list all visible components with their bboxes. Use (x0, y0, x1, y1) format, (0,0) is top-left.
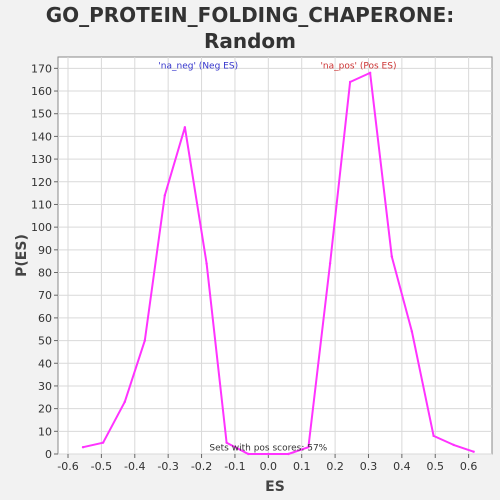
data-point (432, 434, 435, 438)
y-tick-label: 170 (31, 62, 52, 75)
x-tick-label: -0.2 (191, 460, 212, 473)
data-point (452, 443, 455, 447)
y-tick-label: 60 (38, 312, 52, 325)
x-axis: -0.6 -0.5 -0.4 -0.3 -0.2 -0.1 0.0 0.1 0.2 0.3 0.4 0… (57, 454, 477, 473)
y-tick-label: 20 (38, 403, 52, 416)
x-tick-label: 0.3 (360, 460, 378, 473)
y-tick-label: 90 (38, 244, 52, 257)
x-tick-label: 0.0 (260, 460, 278, 473)
y-tick-label: 50 (38, 335, 52, 348)
y-tick-label: 120 (31, 176, 52, 189)
annotation-label: 'na_pos' (Pos ES) (320, 61, 396, 71)
x-tick-label: -0.1 (224, 460, 245, 473)
y-tick-label: 130 (31, 153, 52, 166)
annotation-label: Sets with pos scores: 57% (209, 444, 327, 454)
x-tick-label: 0.4 (393, 460, 411, 473)
data-point (348, 80, 352, 84)
data-point (81, 445, 85, 449)
grid-lines (58, 57, 492, 455)
y-tick-label: 70 (38, 289, 52, 302)
data-point (123, 400, 126, 404)
series-line (82, 71, 474, 455)
annotation-label: 'na_neg' (Neg ES) (158, 61, 238, 71)
y-tick-label: 150 (31, 108, 52, 121)
x-tick-label: -0.4 (124, 460, 145, 473)
data-point (267, 452, 270, 456)
y-tick-label: 110 (31, 198, 52, 211)
data-point (205, 262, 208, 265)
data-point (472, 450, 475, 453)
data-point (143, 339, 146, 342)
y-tick-label: 40 (38, 357, 52, 370)
x-tick-label: 0.1 (293, 460, 311, 473)
data-point (368, 71, 372, 75)
data-point (183, 126, 187, 129)
data-point (328, 262, 332, 265)
data-point (390, 255, 394, 258)
y-tick-label: 140 (31, 130, 52, 143)
y-tick-label: 80 (38, 267, 52, 280)
data-point (410, 330, 414, 333)
data-point (287, 452, 290, 456)
y-axis: 0 10 20 30 40 50 60 70 80 90 100 110 120 130 140 150 160… (31, 62, 58, 461)
y-tick-label: 10 (38, 425, 52, 438)
x-tick-label: 0.2 (326, 460, 344, 473)
y-tick-label: 30 (38, 380, 52, 393)
chart-title-line-1: GO_PROTEIN_FOLDING_CHAPERONE: Random (45, 3, 455, 53)
x-tick-label: -0.5 (91, 460, 112, 473)
x-tick-label: 0.6 (460, 460, 478, 473)
x-axis-title: ES (265, 479, 285, 495)
y-tick-label: 160 (31, 85, 52, 98)
data-point (101, 441, 105, 444)
data-point (307, 445, 310, 449)
plot-area (57, 56, 493, 455)
data-point (225, 441, 228, 444)
series-group (81, 71, 475, 456)
y-tick-label: 100 (31, 221, 52, 234)
annotations: 'na_neg' (Neg ES) 'na_pos' (Pos ES) Sets w… (158, 61, 396, 453)
x-tick-label: -0.3 (157, 460, 178, 473)
y-axis-title: P(ES) (14, 234, 30, 277)
data-point (163, 194, 167, 197)
x-tick-label: 0.5 (426, 460, 444, 473)
y-tick-label: 0 (45, 448, 52, 461)
data-point (247, 452, 250, 456)
x-tick-label: -0.6 (57, 460, 78, 473)
